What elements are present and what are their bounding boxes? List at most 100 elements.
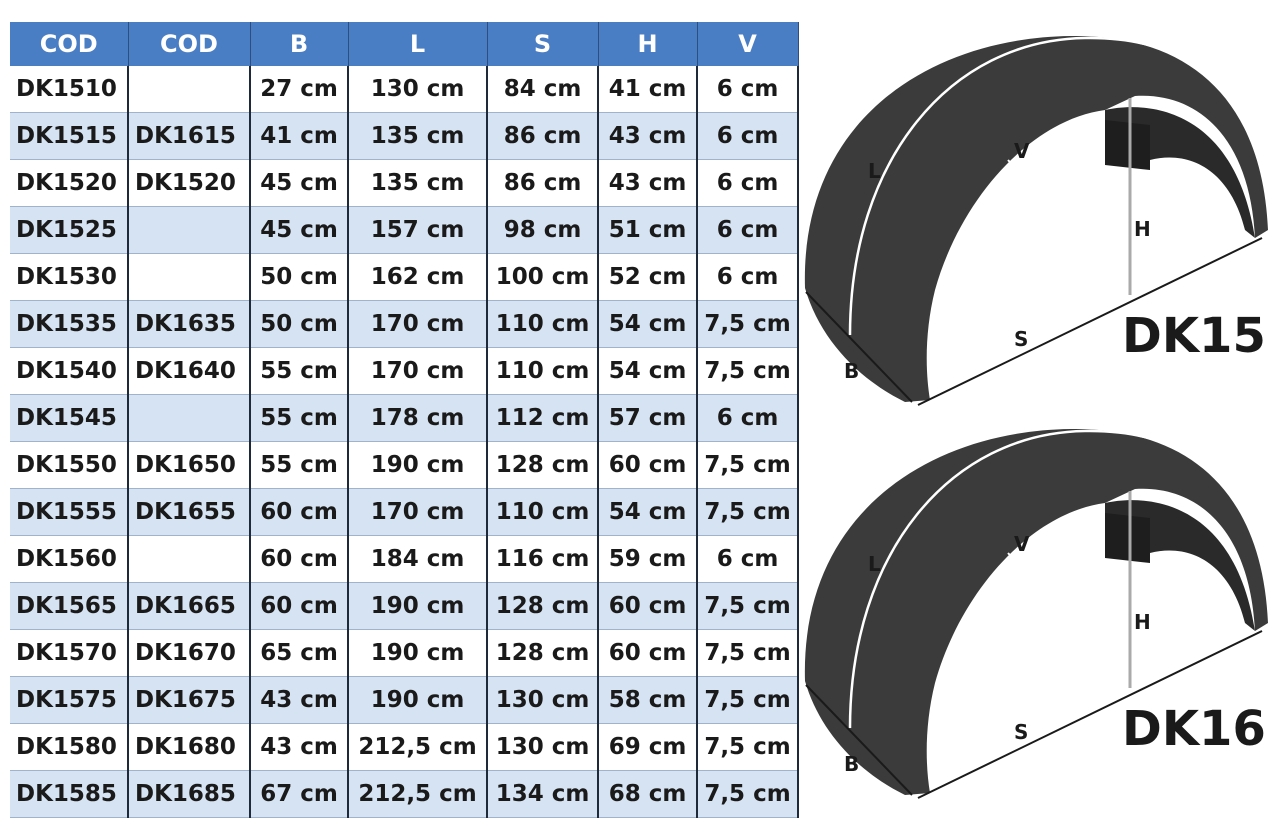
table-cell: 6 cm [697, 66, 799, 113]
table-row: DK1525 45 cm 157 cm 98 cm 51 cm 6 cm [10, 206, 799, 254]
table-cell: DK1560 [10, 535, 129, 583]
table-cell: 157 cm [348, 206, 488, 254]
table-cell: DK1575 [10, 676, 129, 724]
table-cell: 128 cm [487, 629, 599, 677]
table-cell [128, 66, 251, 113]
table-cell: 45 cm [250, 159, 349, 207]
table-cell: DK1540 [10, 347, 129, 395]
table-cell: DK1530 [10, 253, 129, 301]
table-cell: DK1525 [10, 206, 129, 254]
table-cell: 67 cm [250, 770, 349, 818]
table-cell: 86 cm [487, 159, 599, 207]
table-cell: 128 cm [487, 441, 599, 489]
table-cell: 84 cm [487, 66, 599, 113]
table-cell: 7,5 cm [697, 488, 799, 536]
table-cell: 60 cm [250, 535, 349, 583]
table-cell: 45 cm [250, 206, 349, 254]
table-cell: 6 cm [697, 394, 799, 442]
table-cell: DK1615 [128, 112, 251, 160]
table-row: DK1575 DK1675 43 cm 190 cm 130 cm 58 cm 7,5 cm [10, 676, 799, 724]
table-cell: 135 cm [348, 112, 488, 160]
table-cell: 6 cm [697, 159, 799, 207]
column-header: COD [128, 22, 251, 66]
table-cell: DK1520 [128, 159, 251, 207]
table-row: DK1555 DK1655 60 cm 170 cm 110 cm 54 cm 7,5 cm [10, 488, 799, 536]
table-cell [128, 535, 251, 583]
table-cell: 162 cm [348, 253, 488, 301]
table-cell: 100 cm [487, 253, 599, 301]
table-cell: 6 cm [697, 535, 799, 583]
table-row: DK1580 DK1680 43 cm 212,5 cm 130 cm 69 cm 7,5 … [10, 723, 799, 771]
table-cell: DK1570 [10, 629, 129, 677]
spec-table: COD COD B L S H V DK1510 27 cm 130 cm 84 cm 41 cm 6… [10, 22, 799, 818]
table-cell: DK1545 [10, 394, 129, 442]
table-cell [128, 253, 251, 301]
table-cell: 130 cm [487, 723, 599, 771]
table-cell: 69 cm [598, 723, 698, 771]
table-cell: 212,5 cm [348, 723, 488, 771]
dimension-label: B [844, 752, 859, 776]
table-cell: DK1650 [128, 441, 251, 489]
table-cell: 7,5 cm [697, 441, 799, 489]
table-cell: DK1640 [128, 347, 251, 395]
table-cell: DK1680 [128, 723, 251, 771]
table-cell: 50 cm [250, 253, 349, 301]
table-cell: 6 cm [697, 206, 799, 254]
table-cell: 55 cm [250, 441, 349, 489]
table-cell: DK1670 [128, 629, 251, 677]
column-header: H [598, 22, 698, 66]
table-cell: 110 cm [487, 347, 599, 395]
table-cell: DK1555 [10, 488, 129, 536]
table-cell: 178 cm [348, 394, 488, 442]
table-cell: DK1510 [10, 66, 129, 113]
table-cell: 134 cm [487, 770, 599, 818]
fender-diagram: L V H S B DK16 [803, 427, 1272, 800]
dimension-label: H [1134, 217, 1151, 241]
table-row: DK1570 DK1670 65 cm 190 cm 128 cm 60 cm 7,5 cm [10, 629, 799, 677]
table-cell: 6 cm [697, 112, 799, 160]
table-row: DK1545 55 cm 178 cm 112 cm 57 cm 6 cm [10, 394, 799, 442]
table-cell: 86 cm [487, 112, 599, 160]
dimension-label: S [1014, 327, 1028, 351]
column-header: S [487, 22, 599, 66]
table-cell: 60 cm [250, 488, 349, 536]
table-cell [128, 206, 251, 254]
table-cell: 110 cm [487, 300, 599, 348]
table-body: DK1510 27 cm 130 cm 84 cm 41 cm 6 cm DK1515 DK1… [10, 66, 799, 818]
table-cell: 41 cm [250, 112, 349, 160]
table-cell: 170 cm [348, 488, 488, 536]
table-row: DK1560 60 cm 184 cm 116 cm 59 cm 6 cm [10, 535, 799, 583]
table-cell: 58 cm [598, 676, 698, 724]
table-cell: 170 cm [348, 347, 488, 395]
table-cell: 43 cm [598, 159, 698, 207]
table-cell: DK1550 [10, 441, 129, 489]
dimension-label: S [1014, 720, 1028, 744]
table-cell: DK1535 [10, 300, 129, 348]
table-cell: 43 cm [598, 112, 698, 160]
table-cell: DK1655 [128, 488, 251, 536]
model-title: DK15 [1122, 308, 1266, 364]
table-cell: 128 cm [487, 582, 599, 630]
table-cell: 43 cm [250, 723, 349, 771]
column-header: COD [10, 22, 129, 66]
table-cell: 54 cm [598, 347, 698, 395]
table-cell: DK1635 [128, 300, 251, 348]
table-cell: 7,5 cm [697, 723, 799, 771]
model-title: DK16 [1122, 701, 1266, 757]
table-cell: DK1675 [128, 676, 251, 724]
fender-diagram: L V H S B DK15 [803, 34, 1272, 407]
table-row: DK1515 DK1615 41 cm 135 cm 86 cm 43 cm 6 cm [10, 112, 799, 160]
column-header: V [697, 22, 799, 66]
table-cell: 52 cm [598, 253, 698, 301]
dimension-label: V [1014, 139, 1030, 163]
table-row: DK1550 DK1650 55 cm 190 cm 128 cm 60 cm 7,5 cm [10, 441, 799, 489]
header-row: COD COD B L S H V [10, 22, 799, 66]
table-cell: 7,5 cm [697, 629, 799, 677]
table-cell: 55 cm [250, 347, 349, 395]
table-cell: 60 cm [598, 441, 698, 489]
table-cell: 190 cm [348, 676, 488, 724]
table-cell: 54 cm [598, 488, 698, 536]
table-cell: 190 cm [348, 582, 488, 630]
table-cell: DK1520 [10, 159, 129, 207]
